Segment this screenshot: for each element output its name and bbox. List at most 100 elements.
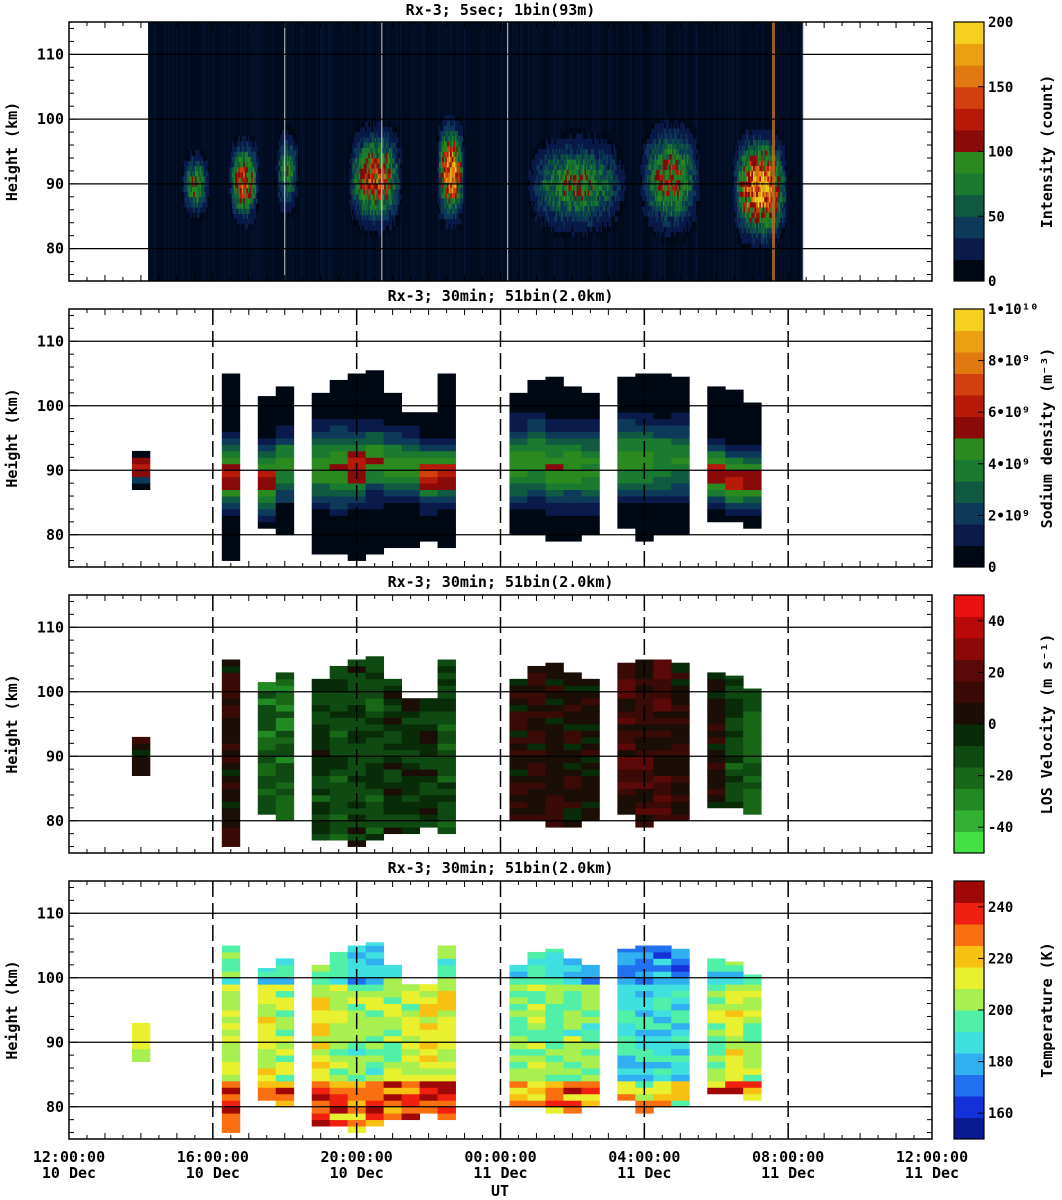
intensity-cell [440,172,443,178]
intensity-cell [614,164,617,170]
intensity-cell [781,186,784,192]
intensity-cell [531,195,534,202]
intensity-cell [657,128,660,134]
intensity-cell [285,196,287,203]
intensity-cell [376,121,378,128]
intensity-cell [257,187,260,194]
data-cell [329,521,349,529]
intensity-cell [683,226,686,233]
data-cell [311,489,331,497]
intensity-cell [618,185,620,191]
intensity-cell [541,169,543,176]
intensity-cell [385,137,388,143]
intensity-cell [673,128,676,134]
intensity-cell [581,216,583,222]
intensity-cell [775,233,778,239]
intensity-cell [451,198,454,204]
intensity-cell [560,211,563,217]
intensity-cell [574,216,577,222]
intensity-cell [448,192,451,199]
intensity-cell [369,209,372,216]
intensity-cell [748,217,750,224]
intensity-cell [605,138,607,145]
intensity-cell [743,139,746,146]
intensity-cell [677,174,679,181]
intensity-cell [385,214,388,221]
intensity-cell [199,202,202,208]
intensity-cell [769,129,771,135]
intensity-cell [693,179,695,186]
intensity-cell [769,160,771,167]
intensity-cell [291,170,294,177]
intensity-cell [578,174,580,181]
intensity-cell [531,164,534,170]
intensity-cell [233,182,236,189]
intensity-cell [657,133,660,139]
intensity-cell [530,159,532,165]
intensity-cell [573,179,575,186]
intensity-cell [568,211,571,217]
intensity-cell [677,133,679,139]
intensity-cell [584,164,587,170]
intensity-cell [275,186,278,192]
intensity-cell [400,183,402,190]
intensity-cell [594,185,596,191]
intensity-cell [618,174,620,181]
intensity-cell [549,205,551,212]
intensity-cell [393,126,396,133]
intensity-cell [352,142,354,148]
intensity-cell [662,236,665,243]
intensity-cell [230,187,233,194]
intensity-cell [748,155,750,161]
noise-stripe [260,22,262,281]
intensity-cell [783,170,786,177]
intensity-cell [206,207,208,213]
intensity-cell [656,200,658,207]
intensity-cell [398,214,401,221]
data-cell [329,450,349,458]
intensity-cell [761,155,763,161]
data-cell [311,476,331,484]
intensity-cell [749,134,752,141]
intensity-cell [756,191,758,198]
intensity-cell [582,169,585,176]
intensity-cell [446,224,449,230]
intensity-cell [562,226,564,233]
intensity-cell [785,150,787,156]
intensity-cell [377,209,380,216]
noise-stripe [724,22,726,281]
intensity-cell [238,218,241,225]
intensity-cell [363,189,366,195]
intensity-cell [243,218,245,225]
intensity-cell [597,138,599,145]
data-cell [275,438,295,445]
intensity-cell [681,205,684,212]
intensity-cell [275,165,278,172]
noise-stripe [402,22,404,281]
data-cell [329,515,349,523]
intensity-cell [550,138,553,145]
intensity-cell [562,133,564,139]
intensity-cell [641,169,644,176]
intensity-cell [656,205,658,212]
intensity-cell [643,185,646,191]
data-cell [221,392,241,400]
intensity-cell [597,205,599,212]
data-cell [365,373,385,381]
intensity-cell [606,169,609,176]
intensity-cell [368,199,370,205]
intensity-cell [733,165,736,172]
intensity-cell [586,179,588,186]
intensity-cell [552,179,555,186]
intensity-cell [373,183,375,190]
intensity-cell [233,135,236,142]
intensity-cell [762,233,765,239]
intensity-cell [656,185,658,191]
intensity-cell [696,205,698,212]
intensity-cell [594,179,596,186]
data-cell [383,412,403,420]
intensity-cell [230,177,233,183]
intensity-cell [241,156,244,163]
intensity-cell [379,225,382,231]
intensity-cell [748,196,750,203]
